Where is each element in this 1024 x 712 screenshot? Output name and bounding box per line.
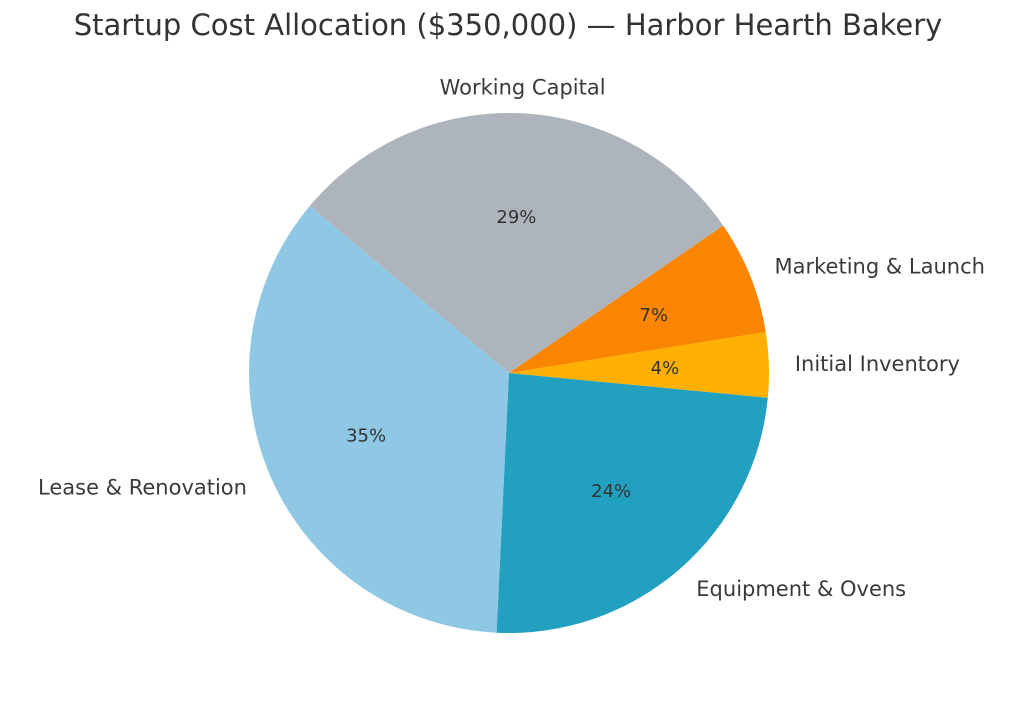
slice-category-label: Working Capital — [440, 75, 606, 99]
pie-slice-marketing-launch — [509, 225, 766, 373]
slice-category-label: Lease & Renovation — [38, 476, 247, 500]
slice-percent-label: 29% — [496, 207, 536, 228]
slice-percent-label: 7% — [640, 305, 669, 326]
slice-percent-label: 24% — [591, 481, 631, 502]
pie-slice-initial-inventory — [509, 331, 770, 398]
slice-percent-label: 4% — [651, 358, 680, 379]
pie-slice-equipment-ovens — [496, 373, 768, 633]
slice-category-label: Initial Inventory — [795, 352, 960, 376]
pie-slice-lease-renovation — [248, 205, 509, 633]
chart-title: Startup Cost Allocation ($350,000) — Har… — [73, 8, 943, 42]
slice-category-label: Equipment & Ovens — [696, 577, 906, 601]
pie-slice-working-capital — [309, 113, 724, 374]
slice-percent-label: 35% — [346, 426, 386, 447]
slice-category-label: Marketing & Launch — [775, 255, 985, 279]
